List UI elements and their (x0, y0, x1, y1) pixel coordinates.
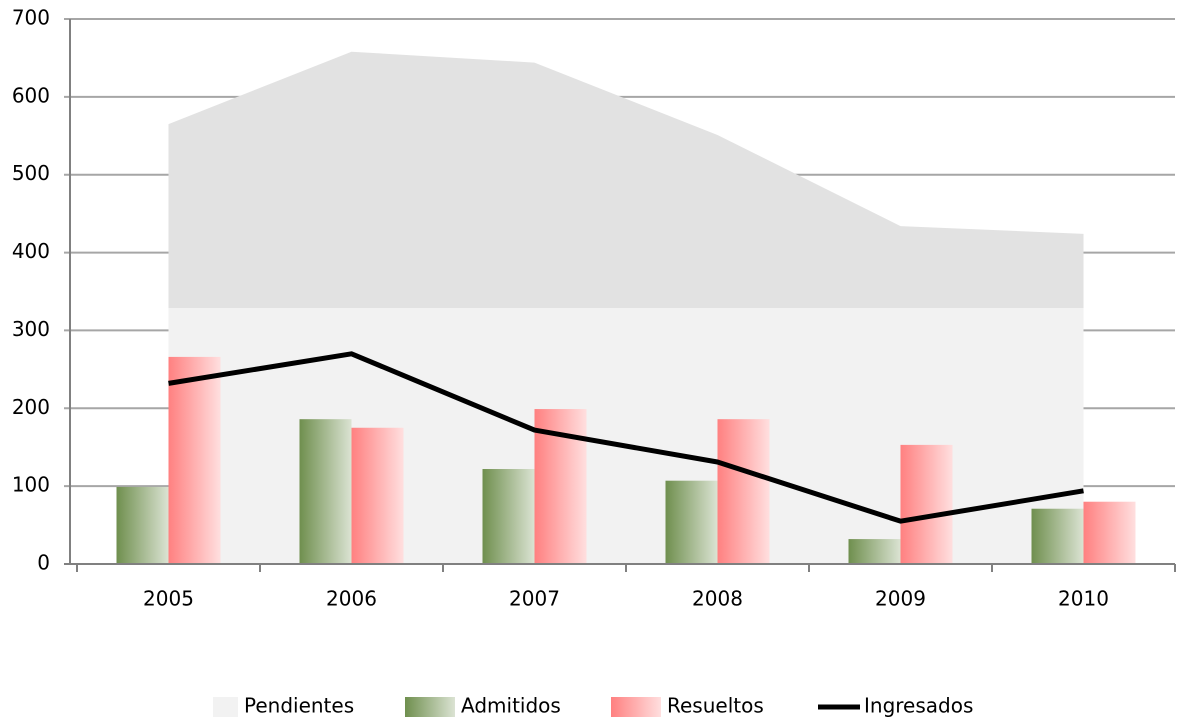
bar (1083, 501, 1136, 564)
bar (351, 427, 404, 564)
y-tick-label: 400 (12, 239, 50, 263)
y-tick-label: 700 (12, 6, 50, 30)
bar (1031, 508, 1084, 564)
legend-label: Admitidos (461, 694, 561, 718)
legend-label: Resueltos (667, 694, 764, 718)
x-tick-label: 2010 (1058, 587, 1109, 611)
bar (665, 480, 718, 564)
x-tick-label: 2006 (326, 587, 377, 611)
x-tick-label: 2007 (509, 587, 560, 611)
y-tick-label: 200 (12, 395, 50, 419)
bar (900, 444, 953, 564)
x-tick-label: 2008 (692, 587, 743, 611)
bar (482, 469, 535, 564)
bar (116, 486, 169, 564)
x-tick-label: 2005 (143, 587, 194, 611)
y-tick-label: 300 (12, 317, 50, 341)
y-tick-label: 600 (12, 83, 50, 107)
y-tick-label: 500 (12, 161, 50, 185)
y-tick-label: 0 (37, 551, 50, 575)
legend-swatch (611, 697, 661, 717)
legend-swatch (213, 697, 238, 717)
x-tick-label: 2009 (875, 587, 926, 611)
bar (848, 539, 901, 564)
bar (168, 356, 221, 564)
legend-label: Ingresados (864, 694, 973, 718)
legend-swatch (405, 697, 455, 717)
legend-label: Pendientes (244, 694, 354, 718)
bar (717, 419, 770, 564)
bar (299, 419, 352, 564)
line (168, 351, 1084, 524)
y-tick-label: 100 (12, 473, 50, 497)
